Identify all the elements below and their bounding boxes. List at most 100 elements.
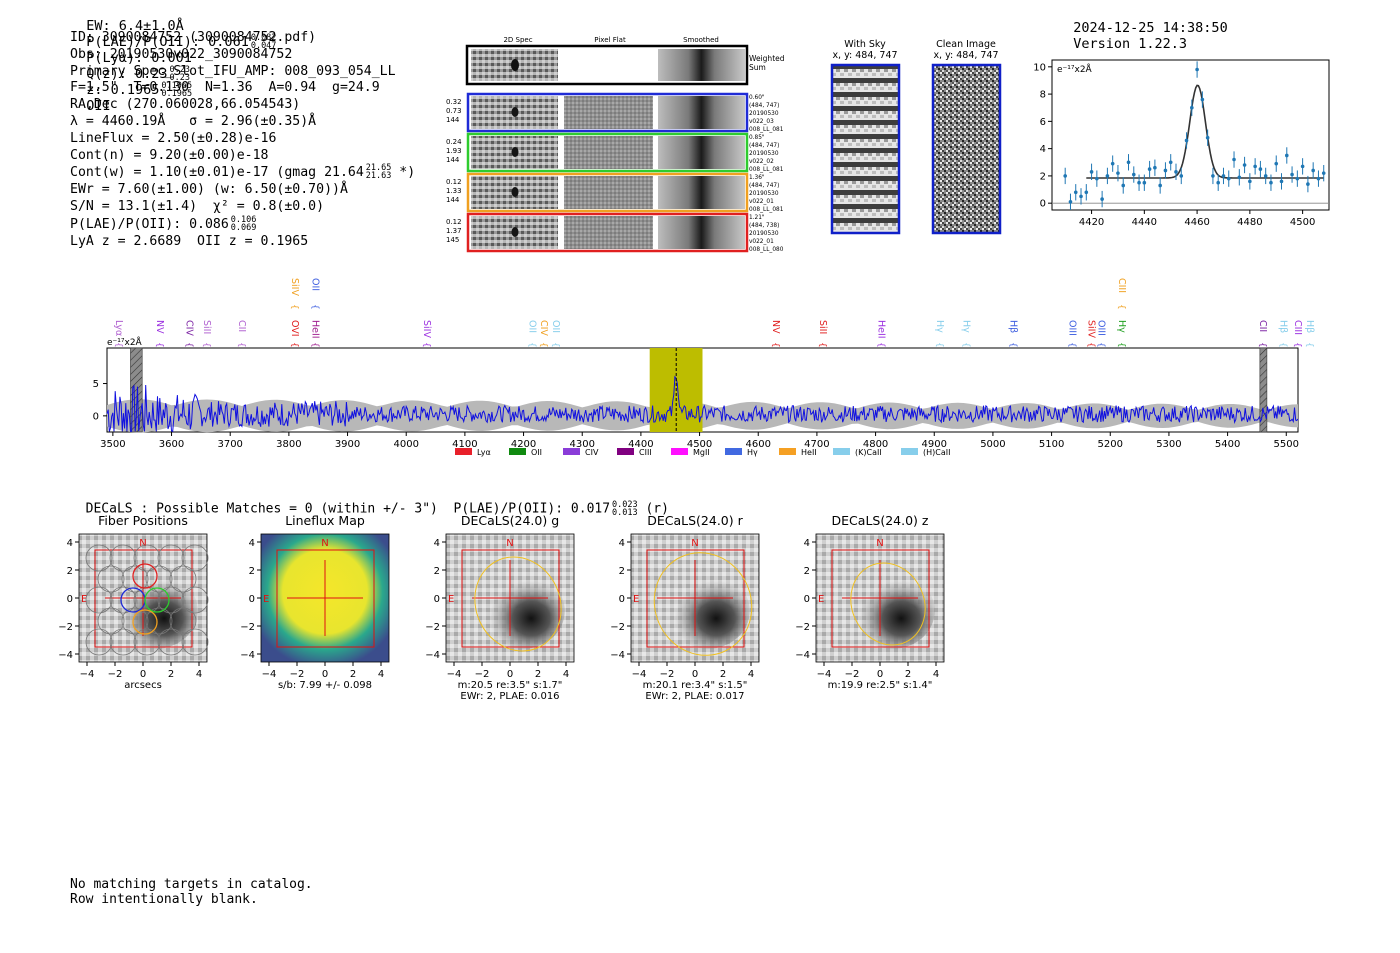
compass-n: N xyxy=(506,538,513,549)
decals-xtick-label: 0 xyxy=(322,669,328,680)
compass-n: N xyxy=(139,538,146,549)
zoom-data-point xyxy=(1279,179,1284,184)
zoom-ytick-label: 10 xyxy=(1033,62,1046,73)
zoom-data-point xyxy=(1232,157,1236,162)
spec-xtick-label: 3900 xyxy=(335,439,360,450)
cutout-row-peak xyxy=(511,187,519,197)
cutout-row-right-label: 20190530 xyxy=(749,191,779,197)
zoom-data-point xyxy=(1200,97,1205,102)
cutout-row-flat xyxy=(564,136,653,169)
spec-line-label: SiIV xyxy=(421,320,432,338)
cutout-row-right-label: 20190530 xyxy=(749,111,779,117)
spec-xtick-label: 4300 xyxy=(570,439,595,450)
spec-xtick-label: 5100 xyxy=(1039,439,1064,450)
zoom-data-point xyxy=(1258,167,1263,171)
cutout-row-flat xyxy=(564,216,653,249)
fiber-circle xyxy=(109,628,137,656)
header-plae-lo: 0.047 xyxy=(250,41,277,51)
zoom-data-point xyxy=(1089,170,1094,174)
spec-line-brace: { xyxy=(1096,342,1106,348)
zoom-data-point xyxy=(1211,174,1215,178)
cutout-row-right-label: 1.21" xyxy=(749,215,765,221)
info-contw-hi: 21.65 xyxy=(365,163,392,174)
cutout-row-left-label: 0.73 xyxy=(446,107,462,115)
decals-ytick-label: −4 xyxy=(425,650,440,661)
info-lambda: λ = 4460.19Å σ = 2.96(±0.35)Å xyxy=(70,113,317,129)
legend-label: Lyα xyxy=(477,448,491,457)
header-plae-hi: 0.082 xyxy=(250,33,277,43)
clean-image xyxy=(931,63,1002,235)
legend-swatch xyxy=(725,448,742,455)
spec-line-label: HeII xyxy=(876,320,887,339)
zoom-ytick-label: 4 xyxy=(1040,144,1046,155)
decals-xtick-label: 0 xyxy=(877,669,883,680)
cutout-row-smooth xyxy=(658,96,745,129)
legend-swatch xyxy=(833,448,850,455)
legend-swatch xyxy=(617,448,634,455)
clean-title: Clean Image xyxy=(936,39,996,50)
zoom-data-point xyxy=(1263,174,1268,178)
decals-xtick-label: 4 xyxy=(378,669,384,680)
spec-xtick-label: 4700 xyxy=(804,439,829,450)
decals-panel-title: DECaLS(24.0) z xyxy=(832,513,929,528)
spec-line-label: Hγ xyxy=(961,320,972,333)
decals-ytick-label: 2 xyxy=(804,566,810,577)
zoom-data-point xyxy=(1163,168,1168,173)
spec-line-brace: { xyxy=(817,342,827,348)
decals-ytick-label: −2 xyxy=(240,622,255,633)
sky-clean-panel: With Sky x, y: 484, 747 Clean Image x, y… xyxy=(830,39,1002,235)
cutout-row-right-label: v022_03 xyxy=(749,119,774,125)
spec-line-label: Hγ xyxy=(934,320,945,333)
zoom-data-point xyxy=(1290,172,1294,177)
fiber-circle xyxy=(133,586,161,614)
info-plae-lo: 0.069 xyxy=(230,222,257,233)
galaxy-blob xyxy=(850,572,935,649)
cutout-row-peak xyxy=(511,227,519,237)
spec-line-label: OII xyxy=(309,278,320,291)
spec-line-label: CIV xyxy=(538,320,549,336)
spec-line-brace: { xyxy=(770,342,780,348)
spec-line-brace: { xyxy=(113,342,123,348)
weighted-smooth-image xyxy=(658,49,745,81)
aperture-box xyxy=(276,549,375,648)
decals-ytick-label: 2 xyxy=(249,566,255,577)
legend-label: Hγ xyxy=(747,448,758,457)
cutout-row-smooth xyxy=(658,136,745,169)
spec-line-brace: { xyxy=(236,342,246,348)
cutout-col-smooth: Smoothed xyxy=(683,36,719,44)
zoom-data-point xyxy=(1306,182,1310,186)
fiber-circle xyxy=(85,544,113,572)
decals-xtick-label: 4 xyxy=(933,669,939,680)
spec-line-label: SiIV xyxy=(289,278,300,296)
spec-line-brace: { xyxy=(550,342,560,348)
header-summary: EW: 6.4±1.0Å P(LAE)/P(OII): 0.061 0.082 0.… xyxy=(70,2,285,114)
decals-ytick-label: −2 xyxy=(610,622,625,633)
cutout-row-left-label: 1.37 xyxy=(446,227,462,235)
legend-swatch xyxy=(901,448,918,455)
zoom-data-point xyxy=(1073,190,1078,195)
spec-xtick-label: 5000 xyxy=(980,439,1005,450)
legend-label: CIV xyxy=(585,448,599,457)
zoom-data-point xyxy=(1068,200,1073,204)
zoom-xtick-label: 4420 xyxy=(1079,217,1104,228)
footer-line-2: Row intentionally blank. xyxy=(70,892,258,907)
cutout-row-right-label: 0.60" xyxy=(749,95,765,101)
spec-line-brace: { xyxy=(1257,342,1267,348)
spec-line-brace: { xyxy=(1116,304,1126,310)
zoom-xtick-label: 4440 xyxy=(1132,217,1157,228)
spec-xtick-label: 4400 xyxy=(628,439,653,450)
fiber-circle xyxy=(85,628,113,656)
cutout-col-flat: Pixel Flat xyxy=(594,36,626,44)
spec-line-label: SiII xyxy=(817,320,828,334)
spec-xtick-label: 5200 xyxy=(1098,439,1123,450)
spec-line-brace: { xyxy=(201,342,211,348)
zoom-fit-plot: e⁻¹⁷x2Å 4420 4440 4460 4480 4500 0 2 4 6 8 10 xyxy=(1033,59,1330,228)
fiber-circle xyxy=(109,544,137,572)
spec-mask xyxy=(1259,347,1268,433)
cutout-col-2d: 2D Spec xyxy=(503,36,532,44)
cutout-row-left-label: 1.93 xyxy=(446,147,462,155)
decals-caption-1: m:20.1 re:3.4" s:1.5" xyxy=(643,680,748,691)
fiber-circle xyxy=(97,607,125,635)
spec-xtick-label: 4500 xyxy=(687,439,712,450)
spec-line-label: OII xyxy=(550,320,561,333)
